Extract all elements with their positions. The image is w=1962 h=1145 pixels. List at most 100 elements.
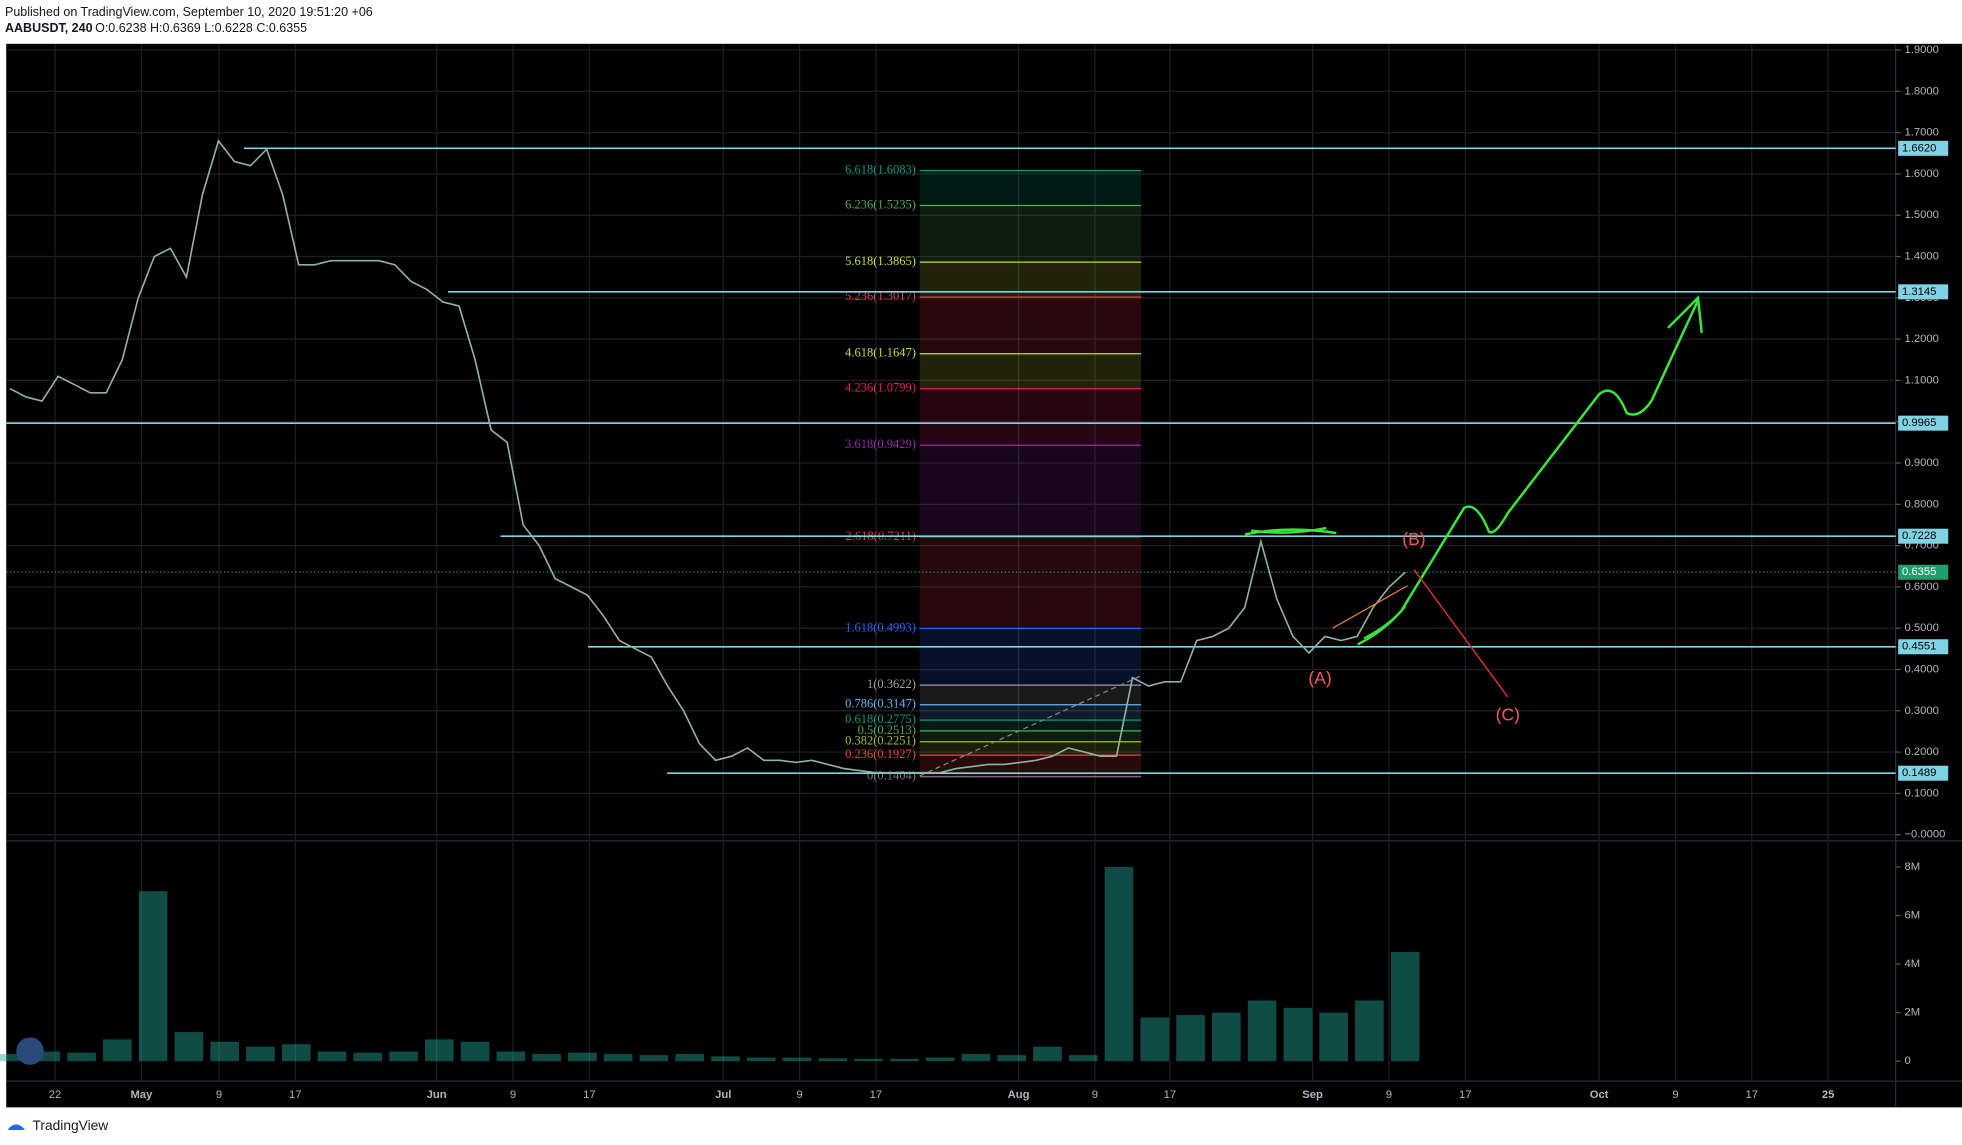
volume-tick-label: 0 (1904, 1055, 1910, 1067)
x-tick-label: May (130, 1089, 153, 1101)
footer-brand: TradingView (33, 1118, 109, 1133)
x-tick-label: 9 (796, 1089, 802, 1101)
x-tick-label: 9 (216, 1089, 222, 1101)
price-line (9, 139, 1406, 774)
drawings (919, 295, 1703, 777)
x-tick-label: 17 (870, 1089, 883, 1101)
level-label: 0.4551 (1902, 641, 1936, 653)
y-tick-label: 1.4000 (1904, 250, 1938, 262)
fib-zone (919, 388, 1142, 446)
volume-bar (1068, 1055, 1098, 1062)
volume-bar (675, 1053, 705, 1062)
watermark-logo (16, 1037, 44, 1065)
volume-bar (1247, 1000, 1277, 1062)
y-tick-label: 0.6000 (1904, 581, 1938, 593)
volume-bar (424, 1039, 454, 1062)
volume-bar (711, 1056, 740, 1062)
volume-bar (31, 1051, 61, 1062)
x-tick-label: 9 (1672, 1089, 1678, 1101)
fib-zone (919, 704, 1142, 721)
y-tick-label: 1.6000 (1904, 168, 1938, 180)
fib-zone (919, 170, 1142, 206)
fib-label: 0.618(0.2775) (845, 712, 916, 726)
y-tick-label: 0.8000 (1904, 498, 1938, 510)
fib-zone (919, 536, 1142, 629)
ohlc: O:0.6238 H:0.6369 L:0.6228 C:0.6355 (95, 21, 307, 35)
fib-trend-line (919, 675, 1142, 777)
top-scribble (1244, 526, 1337, 536)
x-tick-label: Aug (1008, 1089, 1030, 1101)
volume-bar (246, 1046, 275, 1062)
level-label-box (1898, 415, 1949, 431)
footer-background (0, 1107, 1962, 1145)
level-label-box (1898, 140, 1949, 156)
y-tick-label: 1.1000 (1904, 374, 1938, 386)
fib-label: 1.618(0.4993) (845, 620, 916, 634)
fib-label: 5.618(1.3865) (845, 254, 916, 268)
last-price-label: 0.6355 (1902, 566, 1936, 578)
volume-bar (925, 1057, 955, 1062)
volume-bar (1176, 1015, 1205, 1062)
x-tick-label: 9 (1092, 1089, 1098, 1101)
level-label-box (1898, 284, 1949, 300)
volume-bar (1104, 866, 1134, 1062)
wave-b-drawing (1363, 606, 1406, 640)
x-tick-label: 9 (510, 1089, 516, 1101)
fib-label: 6.618(1.6083) (845, 162, 916, 176)
y-tick-label: 1.9000 (1904, 44, 1938, 56)
y-tick-label: 0.9000 (1904, 457, 1938, 469)
fib-label: 4.236(1.0799) (845, 381, 916, 395)
volume-bar (1140, 1017, 1170, 1062)
wave-label: (A) (1308, 668, 1331, 688)
footer-logo (7, 1124, 26, 1130)
x-tick-label: Oct (1590, 1089, 1609, 1101)
fib-label: 0.5(0.2513) (858, 723, 916, 737)
volume-tick-label: 6M (1904, 909, 1920, 921)
wave-label: (C) (1496, 704, 1520, 724)
fib-zone (919, 445, 1142, 537)
volume-bar (496, 1051, 526, 1062)
volume-bar (389, 1051, 418, 1062)
y-tick-label: 0.4000 (1904, 663, 1938, 675)
volume-bar (1283, 1007, 1313, 1062)
volume-bar (210, 1041, 239, 1062)
volume-bar (532, 1053, 561, 1062)
volume-bar (818, 1058, 848, 1062)
x-tick-label: 17 (1164, 1089, 1177, 1101)
volume-bar (1033, 1046, 1062, 1062)
fib-label: 0.236(0.1927) (845, 747, 916, 761)
volume-bar (67, 1052, 96, 1062)
volume-bar (1355, 1000, 1384, 1062)
y-tick-label: 1.5000 (1904, 209, 1938, 221)
chart-layer: 22 May 9 17 Jun 9 17 Jul 9 17 Aug 9 17 Sep 9 17 Oct 9 17 25… (0, 43, 1949, 1101)
chart-background (6, 43, 1962, 1108)
volume-tick-label: 2M (1904, 1007, 1920, 1019)
fib-zone (919, 353, 1142, 389)
volume-bar (0, 1053, 25, 1062)
volume-bar (317, 1051, 347, 1062)
wave-label: (B) (1402, 529, 1425, 549)
fib-label: 0.382(0.2251) (845, 734, 916, 748)
y-tick-label: 0.2000 (1904, 746, 1938, 758)
volume-bar (460, 1041, 490, 1062)
channel-line (1332, 585, 1408, 629)
fib-zone (919, 297, 1142, 354)
volume-bar (854, 1058, 883, 1062)
volume-bar (568, 1052, 597, 1062)
x-tick-label: 25 (1822, 1089, 1835, 1101)
volume-bar (1390, 951, 1420, 1062)
last-price-box (1898, 564, 1949, 580)
volume-bar (353, 1052, 383, 1062)
fib-zone (919, 685, 1142, 705)
volume-bar (890, 1058, 919, 1062)
volume-bar (961, 1053, 991, 1062)
x-tick-label: 17 (1746, 1089, 1759, 1101)
x-tick-label: 17 (583, 1089, 596, 1101)
volume-bar (1319, 1012, 1348, 1062)
x-tick-label: Jun (427, 1089, 447, 1101)
x-tick-label: Jul (715, 1089, 731, 1101)
volume-bar (281, 1044, 311, 1062)
fib-label: 0(0.1404) (867, 769, 916, 783)
y-tick-label: 1.8000 (1904, 85, 1938, 97)
